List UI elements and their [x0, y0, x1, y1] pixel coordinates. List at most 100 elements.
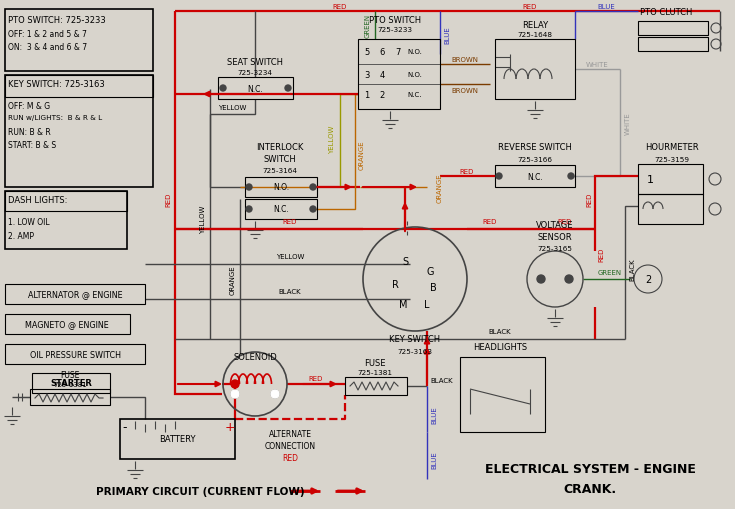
Text: RED: RED: [598, 247, 604, 262]
Text: RED: RED: [282, 454, 298, 463]
Bar: [245, 200, 317, 219]
Text: R: R: [392, 279, 398, 290]
Text: RED: RED: [460, 168, 474, 175]
Text: OFF: 1 & 2 and 5 & 7: OFF: 1 & 2 and 5 & 7: [8, 30, 87, 39]
Text: CONNECTION: CONNECTION: [265, 442, 315, 450]
Text: FUSE: FUSE: [365, 358, 386, 367]
Bar: [460, 357, 545, 432]
Text: ORANGE: ORANGE: [230, 265, 236, 294]
Text: INTERLOCK: INTERLOCK: [257, 143, 304, 152]
Text: KEY SWITCH: KEY SWITCH: [390, 335, 440, 344]
Text: SOLENOID: SOLENOID: [233, 352, 277, 361]
Bar: [5, 76, 153, 98]
Text: 1: 1: [365, 90, 370, 99]
Text: RED: RED: [483, 218, 497, 224]
Text: STARTER: STARTER: [50, 378, 92, 387]
Text: YELLOW: YELLOW: [218, 105, 246, 111]
Text: SEAT SWITCH: SEAT SWITCH: [227, 58, 283, 66]
Bar: [32, 373, 110, 393]
Text: 1: 1: [647, 175, 653, 185]
Bar: [495, 40, 575, 100]
Text: FUSE: FUSE: [60, 370, 79, 379]
Text: SENSOR: SENSOR: [538, 232, 573, 241]
Text: BLACK: BLACK: [430, 377, 453, 383]
Bar: [120, 419, 235, 459]
Text: YELLOW: YELLOW: [329, 126, 335, 154]
Text: 2: 2: [379, 90, 384, 99]
Text: WHITE: WHITE: [586, 62, 609, 68]
Circle shape: [246, 185, 252, 191]
Text: ALTERNATOR @ ENGINE: ALTERNATOR @ ENGINE: [28, 290, 122, 299]
Text: BLUE: BLUE: [431, 405, 437, 423]
Text: RELAY: RELAY: [522, 20, 548, 30]
Text: N.O.: N.O.: [408, 72, 423, 78]
Text: RED: RED: [333, 4, 347, 10]
Text: BLUE: BLUE: [597, 4, 615, 10]
Text: 3: 3: [365, 70, 370, 79]
Text: DASH LIGHTS:: DASH LIGHTS:: [8, 195, 68, 205]
Text: BROWN: BROWN: [451, 57, 478, 63]
Circle shape: [310, 185, 316, 191]
Text: N.O.: N.O.: [273, 183, 289, 192]
Circle shape: [271, 390, 279, 398]
Bar: [345, 377, 407, 395]
Bar: [638, 22, 708, 36]
Bar: [638, 38, 708, 52]
Text: KEY SWITCH: 725-3163: KEY SWITCH: 725-3163: [8, 80, 105, 89]
Text: VOLTAGE: VOLTAGE: [537, 220, 574, 229]
Text: CRANK.: CRANK.: [564, 483, 617, 496]
Text: +: +: [225, 420, 235, 434]
Bar: [5, 285, 145, 304]
Text: BLUE: BLUE: [444, 26, 450, 44]
Bar: [5, 315, 130, 334]
Text: 725-1381: 725-1381: [357, 369, 392, 375]
Text: ALTERNATE: ALTERNATE: [268, 430, 312, 439]
Text: OFF: M & G: OFF: M & G: [8, 102, 50, 111]
Text: RUN w/LIGHTS:  B & R & L: RUN w/LIGHTS: B & R & L: [8, 115, 102, 121]
Text: 725-3163: 725-3163: [398, 348, 432, 354]
Bar: [5, 10, 153, 72]
Text: 7: 7: [395, 47, 401, 56]
Text: 5: 5: [365, 47, 370, 56]
Bar: [5, 76, 153, 188]
Circle shape: [565, 275, 573, 284]
Bar: [358, 40, 440, 110]
Text: YELLOW: YELLOW: [200, 206, 206, 234]
Circle shape: [231, 380, 239, 388]
Text: REVERSE SWITCH: REVERSE SWITCH: [498, 143, 572, 152]
Text: 2: 2: [645, 274, 651, 285]
Text: N.C.: N.C.: [527, 172, 543, 181]
Text: PTO SWITCH: 725-3233: PTO SWITCH: 725-3233: [8, 16, 106, 25]
Circle shape: [231, 390, 239, 398]
Bar: [495, 165, 575, 188]
Bar: [5, 344, 145, 364]
Text: GREEN: GREEN: [598, 269, 622, 275]
Text: 725-3159: 725-3159: [654, 157, 689, 163]
Text: 725-3166: 725-3166: [517, 157, 553, 163]
Text: OIL PRESSURE SWITCH: OIL PRESSURE SWITCH: [29, 350, 121, 359]
Text: B: B: [430, 282, 437, 293]
Text: RED: RED: [523, 4, 537, 10]
Text: PTO CLUTCH: PTO CLUTCH: [640, 8, 692, 17]
Text: RED: RED: [309, 375, 323, 381]
Text: N.O.: N.O.: [408, 49, 423, 55]
Text: PTO SWITCH: PTO SWITCH: [369, 15, 421, 24]
Text: GREEN: GREEN: [365, 14, 371, 38]
Circle shape: [568, 174, 574, 180]
Circle shape: [285, 86, 291, 92]
Text: G: G: [426, 267, 434, 276]
Text: SWITCH: SWITCH: [264, 155, 296, 164]
Text: 725-3233: 725-3233: [378, 27, 412, 33]
Text: 6: 6: [379, 47, 384, 56]
Text: N.C.: N.C.: [408, 92, 422, 98]
Text: 2. AMP: 2. AMP: [8, 232, 34, 241]
Text: START: B & S: START: B & S: [8, 140, 56, 150]
Bar: [638, 194, 703, 224]
Text: ELECTRICAL SYSTEM - ENGINE: ELECTRICAL SYSTEM - ENGINE: [484, 463, 695, 475]
Bar: [30, 389, 110, 405]
Circle shape: [246, 207, 252, 213]
Bar: [245, 178, 317, 197]
Text: -: -: [123, 420, 127, 434]
Bar: [218, 78, 293, 100]
Text: RUN: B & R: RUN: B & R: [8, 128, 51, 137]
